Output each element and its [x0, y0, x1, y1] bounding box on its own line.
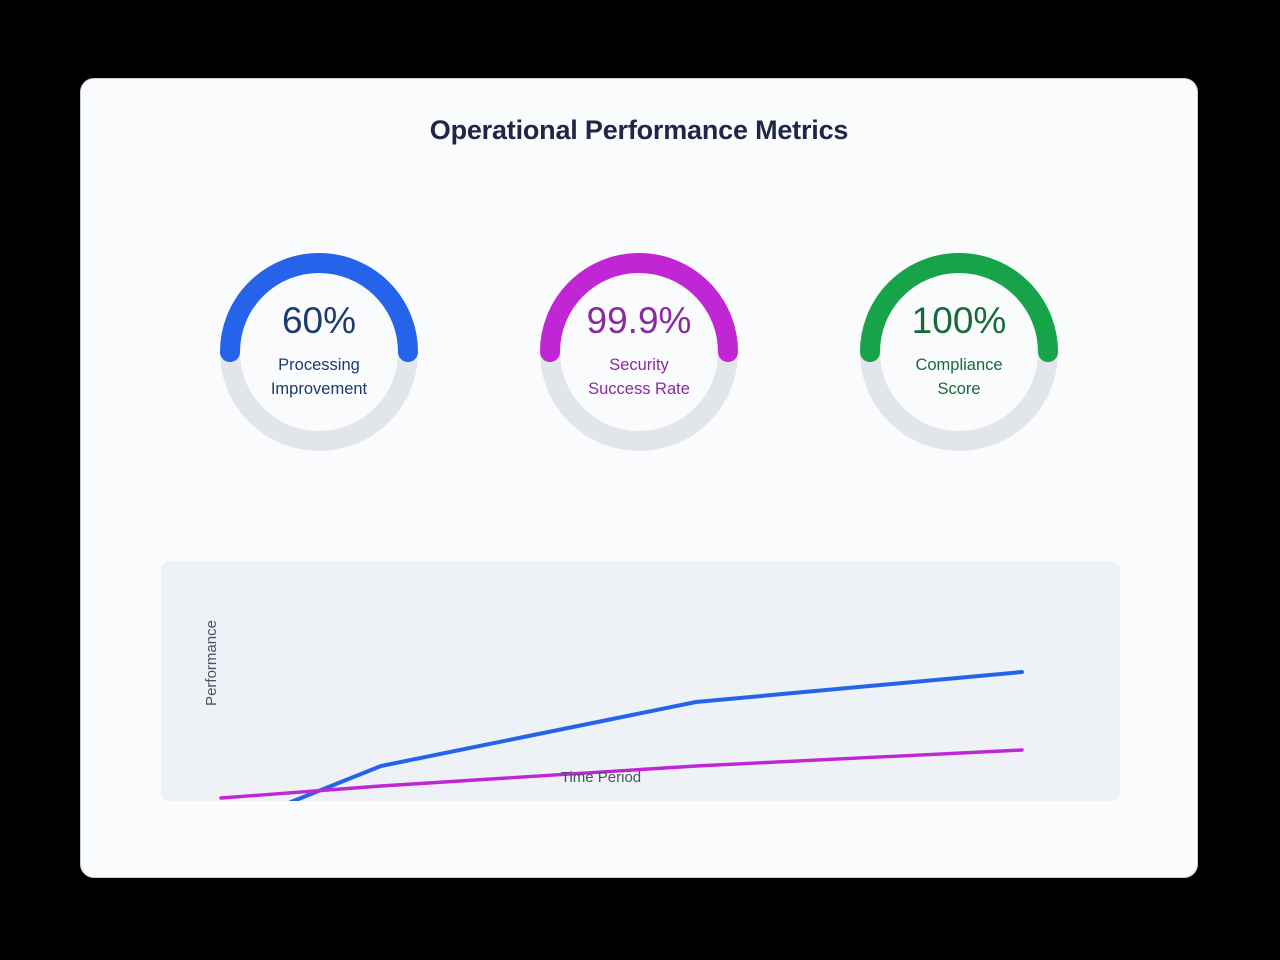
y-axis-label: Performance — [203, 620, 220, 706]
line-series-processing-improvement — [288, 670, 1024, 801]
donut-gauge-icon — [860, 253, 1058, 451]
line-chart-plot — [219, 670, 1024, 801]
metrics-card: Operational Performance Metrics 60% Proc… — [80, 78, 1198, 878]
donut-gauge-icon — [220, 253, 418, 451]
gauge-compliance-score[interactable]: 100% Compliance Score — [856, 249, 1062, 455]
x-axis-label: Time Period — [560, 769, 642, 786]
line-series-security-success-rate — [219, 748, 1024, 800]
gauge-group: 60% Processing Improvement 99.9% Securit… — [81, 249, 1197, 455]
page-title: Operational Performance Metrics — [429, 115, 849, 145]
donut-gauge-icon — [540, 253, 738, 451]
gauge-security-success-rate[interactable]: 99.9% Security Success Rate — [536, 249, 742, 455]
performance-line-chart[interactable]: Performance Time Period — [161, 561, 1120, 801]
gauge-processing-improvement[interactable]: 60% Processing Improvement — [216, 249, 422, 455]
